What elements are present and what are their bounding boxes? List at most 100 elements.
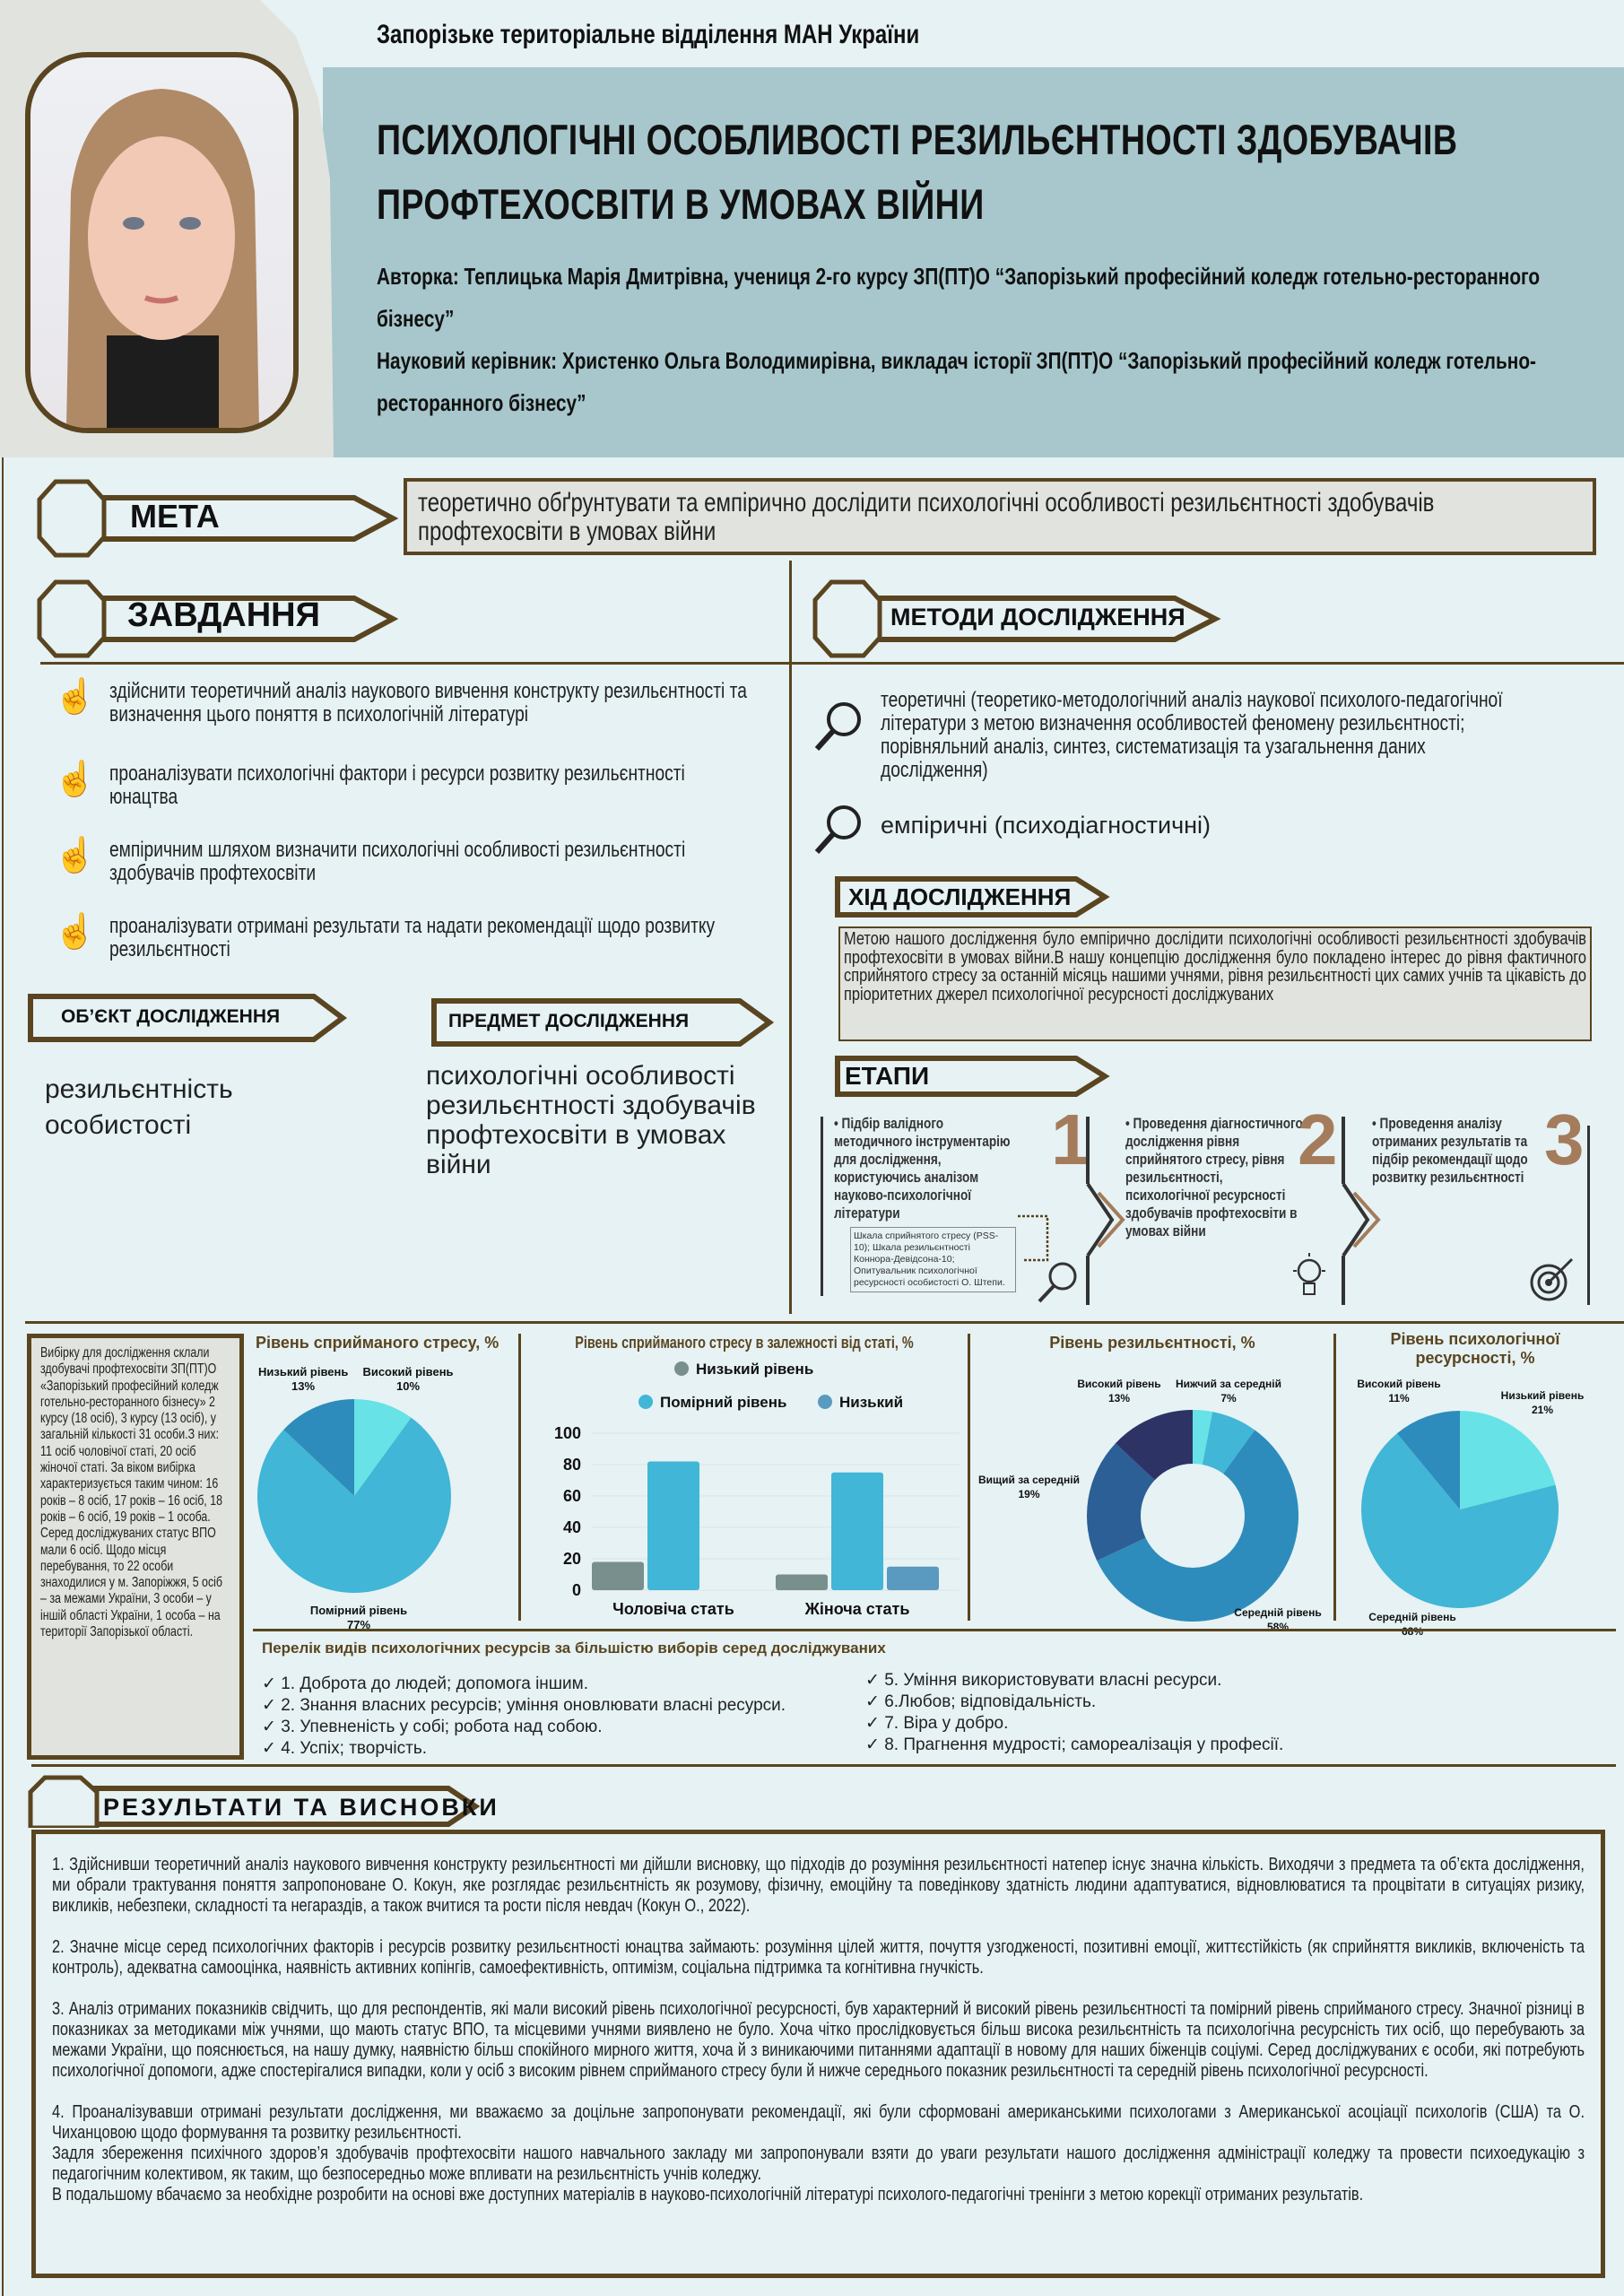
slice-Середній рівень [1361,1433,1559,1608]
resource-item: ✓ 3. Упевненість у собі; робота над собо… [262,1718,603,1736]
donut-label: Вищий за середній 19% [978,1474,1080,1500]
object-label: ОБ’ЄКТ ДОСЛІДЖЕННЯ [61,1006,281,1027]
bar-Низький рівень-Чоловіча стать [592,1561,644,1590]
tasks-banner: ЗАВДАННЯ [36,578,404,659]
stage-3-text: • Проведення аналізу отриманих результат… [1372,1115,1528,1186]
stage-2-number: 2 [1298,1100,1338,1179]
bar-Низький рівень-Жіноча стать [776,1574,828,1590]
slice-Високий рівень [1396,1411,1460,1509]
object-banner: ОБ’ЄКТ ДОСЛІДЖЕННЯ [27,991,350,1045]
column-divider [789,561,792,1314]
donut-label: Високий рівень 13% [1077,1378,1161,1405]
chart-divider [968,1334,970,1621]
check-icon: ✓ [865,1735,880,1754]
tasks-label: ЗАВДАННЯ [127,596,320,634]
results-paragraph: 4. Проаналізувавши отримані результати д… [52,2101,1585,2205]
stage-line [1587,1126,1590,1305]
results-paragraph: 3. Аналіз отриманих показників свідчить,… [52,1998,1585,2081]
y-tick-label: 100 [554,1424,581,1442]
y-tick-label: 80 [563,1456,581,1474]
resource-item: ✓ 7. Віра у добро. [865,1714,1009,1733]
chart-divider [1333,1334,1336,1621]
slice-Нижчий за середній [1202,1412,1255,1474]
donut-label: Нижчий за середній 7% [1175,1378,1282,1405]
poster-title: ПСИХОЛОГІЧНІ ОСОБЛИВОСТІ РЕЗИЛЬЄНТНОСТІ … [377,116,1458,228]
slice-Низький рівень [1460,1411,1556,1509]
resource-item: ✓ 5. Уміння використовувати власні ресур… [865,1671,1222,1690]
results-text: 1. Здійснивши теоретичний аналіз науково… [31,1830,1605,2278]
legend-marker [818,1395,832,1409]
author-line: Авторка: Теплицька Марія Дмитрівна, учен… [377,263,1541,332]
pie-label: Високий рівень 10% [362,1365,454,1393]
stage-line [821,1117,823,1296]
slice-Середній рівень [1097,1430,1298,1622]
slice-Помірний рівень [257,1417,451,1593]
slice-Високий рівень [354,1399,412,1496]
stage-1-number: 1 [1051,1100,1091,1179]
slice-unlabeled [1193,1410,1213,1465]
pointer-hand-icon: ☝ [54,913,97,951]
check-icon: ✓ [262,1674,276,1693]
section-divider [253,1629,1616,1631]
pie-label: Помірний рівень 77% [309,1604,408,1631]
supervisor-line: Науковий керівник: Христенко Ольга Волод… [377,347,1536,416]
check-icon: ✓ [262,1739,276,1758]
left-border [2,457,4,2296]
y-tick-label: 40 [563,1518,581,1536]
check-icon: ✓ [262,1718,276,1736]
chevron-divider-icon [1342,1117,1381,1305]
bar-Низький-Жіноча стать [887,1566,939,1590]
methods-label: МЕТОДИ ДОСЛІДЖЕННЯ [890,604,1185,631]
results-banner: РЕЗУЛЬТАТИ ТА ВИСНОВКИ [27,1774,497,1828]
legend-label: Низький [839,1394,903,1411]
pie-label: Низький рівень 21% [1500,1389,1585,1416]
x-tick-label: Жіноча стать [804,1600,910,1618]
goal-label: МЕТА [130,498,220,535]
course-text: Метою нашого дослідження було емпірично … [838,926,1592,1041]
lightbulb-icon [1293,1253,1325,1295]
chevron-divider-icon [1086,1117,1125,1305]
authors-block: Авторка: Теплицька Марія Дмитрівна, учен… [377,256,1605,424]
bar-Помірний рівень-Чоловіча стать [647,1461,699,1590]
organization-name: Запорізьке територіальне відділення МАН … [377,20,920,49]
y-tick-label: 0 [572,1581,581,1599]
stages-banner: ЕТАПИ [834,1054,1112,1099]
check-icon: ✓ [865,1671,880,1690]
results-paragraph: 1. Здійснивши теоретичний аналіз науково… [52,1854,1585,1916]
y-tick-label: 60 [563,1487,581,1505]
chart-divider [518,1334,521,1621]
chart-title: Рівень сприйманого стресу в залежності в… [575,1334,914,1352]
legend-marker [674,1361,689,1376]
stage-1-note: Шкала сприйнятого стресу (PSS-10); Шкала… [850,1227,1016,1292]
goal-banner: МЕТА [36,478,404,559]
psych-resourcefulness-pie [1361,1411,1559,1608]
resource-item: ✓ 1. Доброта до людей; допомога іншим. [262,1674,588,1693]
pointer-hand-icon: ☝ [54,678,97,716]
stage-3-number: 3 [1544,1100,1585,1179]
y-tick-label: 20 [563,1550,581,1568]
slice-Вищий за середній [1087,1443,1155,1561]
legend-label: Низький рівень [696,1361,813,1378]
subject-banner: ПРЕДМЕТ ДОСЛІДЖЕННЯ [430,996,776,1049]
task-item: ☝ здійснити теоретичний аналіз наукового … [54,678,747,726]
pointer-hand-icon: ☝ [54,761,97,798]
chart-title: Рівень психологічної ресурсності, % [1390,1330,1560,1367]
method-item: теоретичні (теоретико-методологічний ана… [881,688,1503,782]
header-band [323,67,1624,457]
resilience-donut [1087,1410,1298,1622]
task-item: ☝ проаналізувати отримані результати та н… [54,913,716,961]
pie-label: Низький рівень 13% [258,1365,349,1393]
slice-Низький рівень [283,1399,354,1496]
bar-Помірний рівень-Жіноча стать [831,1472,883,1590]
section-divider [40,662,1624,665]
section-divider [25,1321,1624,1324]
check-icon: ✓ [865,1714,880,1733]
perceived-stress-pie [257,1399,451,1593]
course-label: ХІД ДОСЛІДЖЕННЯ [848,883,1072,910]
pie-label: Високий рівень 11% [1357,1378,1441,1405]
magnifier-icon [814,805,861,855]
task-item: ☝ емпіричним шляхом визначити психологічн… [54,837,686,885]
resources-title: Перелік видів психологічних ресурсів за … [262,1639,886,1657]
target-icon [1530,1257,1574,1301]
x-tick-label: Чоловіча стать [612,1600,734,1618]
